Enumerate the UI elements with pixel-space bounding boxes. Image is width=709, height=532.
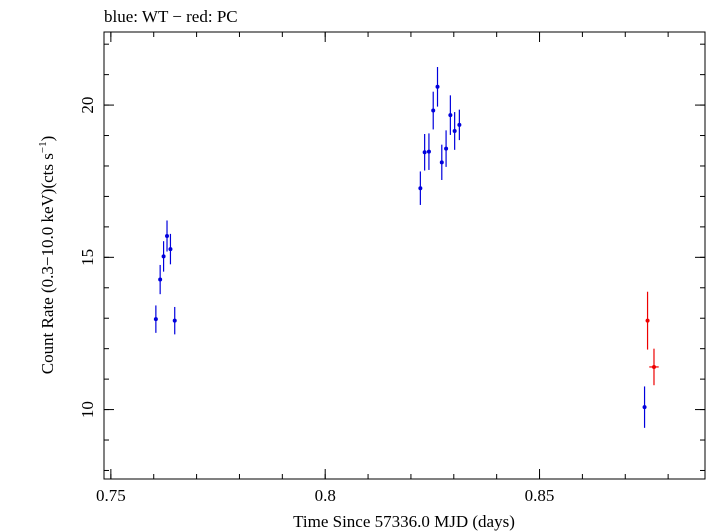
data-point (153, 317, 158, 322)
axis-tick-labels: 0.75 0.8 0.85 10 15 20 (78, 97, 554, 505)
x-tick-label: 0.85 (525, 486, 555, 505)
data-point (457, 122, 462, 127)
y-tick-label: 10 (78, 401, 97, 418)
data-point (165, 234, 170, 239)
y-axis-label-superscript: −1 (37, 141, 49, 153)
data-point (642, 405, 647, 410)
y-axis-label-main: Count Rate (0.3−10.0 keV)(cts s (38, 153, 57, 374)
data-points (153, 67, 659, 428)
axis-ticks (104, 32, 705, 479)
data-point (452, 128, 457, 133)
data-point (435, 84, 440, 89)
data-point (651, 364, 656, 369)
x-axis-label: Time Since 57336.0 MJD (days) (293, 512, 515, 531)
x-tick-label: 0.75 (96, 486, 126, 505)
data-point (448, 113, 453, 118)
data-point (439, 160, 444, 165)
data-point (158, 277, 163, 282)
plot-frame (103, 31, 706, 480)
data-point (172, 318, 177, 323)
data-point (161, 254, 166, 259)
series-wt (153, 67, 647, 428)
x-tick-label: 0.8 (315, 486, 336, 505)
data-point (422, 150, 427, 155)
y-axis-label: Count Rate (0.3−10.0 keV)(cts s−1) (37, 136, 57, 375)
chart-title: blue: WT − red: PC (104, 7, 238, 26)
data-point (431, 108, 436, 113)
data-point (645, 318, 650, 323)
y-tick-label: 15 (78, 249, 97, 266)
data-point (444, 146, 449, 151)
data-point (418, 186, 423, 191)
data-point (426, 149, 431, 154)
data-point (168, 247, 173, 252)
series-pc (645, 291, 659, 386)
y-axis-label-end: ) (38, 136, 57, 142)
y-tick-label: 20 (78, 97, 97, 114)
